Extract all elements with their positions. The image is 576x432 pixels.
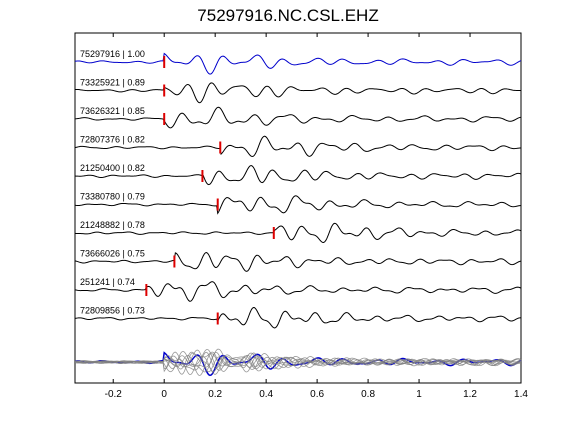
trace-line bbox=[74, 252, 522, 272]
x-tick-label: 0 bbox=[161, 389, 167, 400]
trace-line bbox=[74, 222, 522, 243]
x-tick-label: 1 bbox=[416, 389, 422, 400]
x-tick-label: 0.4 bbox=[259, 389, 273, 400]
trace-label: 73325921 | 0.89 bbox=[80, 78, 145, 88]
trace-label: 73626321 | 0.85 bbox=[80, 106, 145, 116]
trace-line bbox=[74, 82, 522, 104]
axes-frame bbox=[74, 32, 522, 384]
trace-label: 73380780 | 0.79 bbox=[80, 192, 145, 202]
x-tick-label: 1.4 bbox=[514, 389, 528, 400]
trace-line bbox=[74, 306, 522, 329]
stack-trace-line bbox=[74, 351, 522, 375]
chart-title: 75297916.NC.CSL.EHZ bbox=[197, 6, 379, 25]
x-ticks-group: -0.2 0 0.2 0.4 0.6 0.8 1 1.2 1.4 bbox=[105, 33, 528, 400]
trace-line bbox=[74, 106, 522, 129]
x-tick-label: 0.2 bbox=[208, 389, 222, 400]
trace-label: 21248882 | 0.78 bbox=[80, 220, 145, 230]
trace-labels-group: 75297916 | 1.00 73325921 | 0.89 73626321 |… bbox=[80, 49, 145, 316]
trace-line bbox=[74, 165, 522, 186]
x-tick-label: 0.8 bbox=[361, 389, 375, 400]
x-tick-label: 1.2 bbox=[463, 389, 477, 400]
traces-group bbox=[74, 52, 522, 377]
trace-line bbox=[74, 52, 522, 75]
trace-label: 21250400 | 0.82 bbox=[80, 163, 145, 173]
trace-label: 73666026 | 0.75 bbox=[80, 249, 145, 259]
stack-trace-line bbox=[74, 351, 522, 376]
trace-label: 72809856 | 0.73 bbox=[80, 306, 145, 316]
trace-label: 75297916 | 1.00 bbox=[80, 49, 145, 59]
trace-label: 251241 | 0.74 bbox=[80, 277, 135, 287]
x-tick-label: 0.6 bbox=[310, 389, 324, 400]
x-tick-label: -0.2 bbox=[105, 389, 123, 400]
trace-label: 72807376 | 0.82 bbox=[80, 135, 145, 145]
trace-line bbox=[74, 281, 522, 302]
trace-line bbox=[74, 195, 522, 215]
stack-trace-line bbox=[74, 352, 522, 375]
trace-line bbox=[74, 135, 522, 158]
